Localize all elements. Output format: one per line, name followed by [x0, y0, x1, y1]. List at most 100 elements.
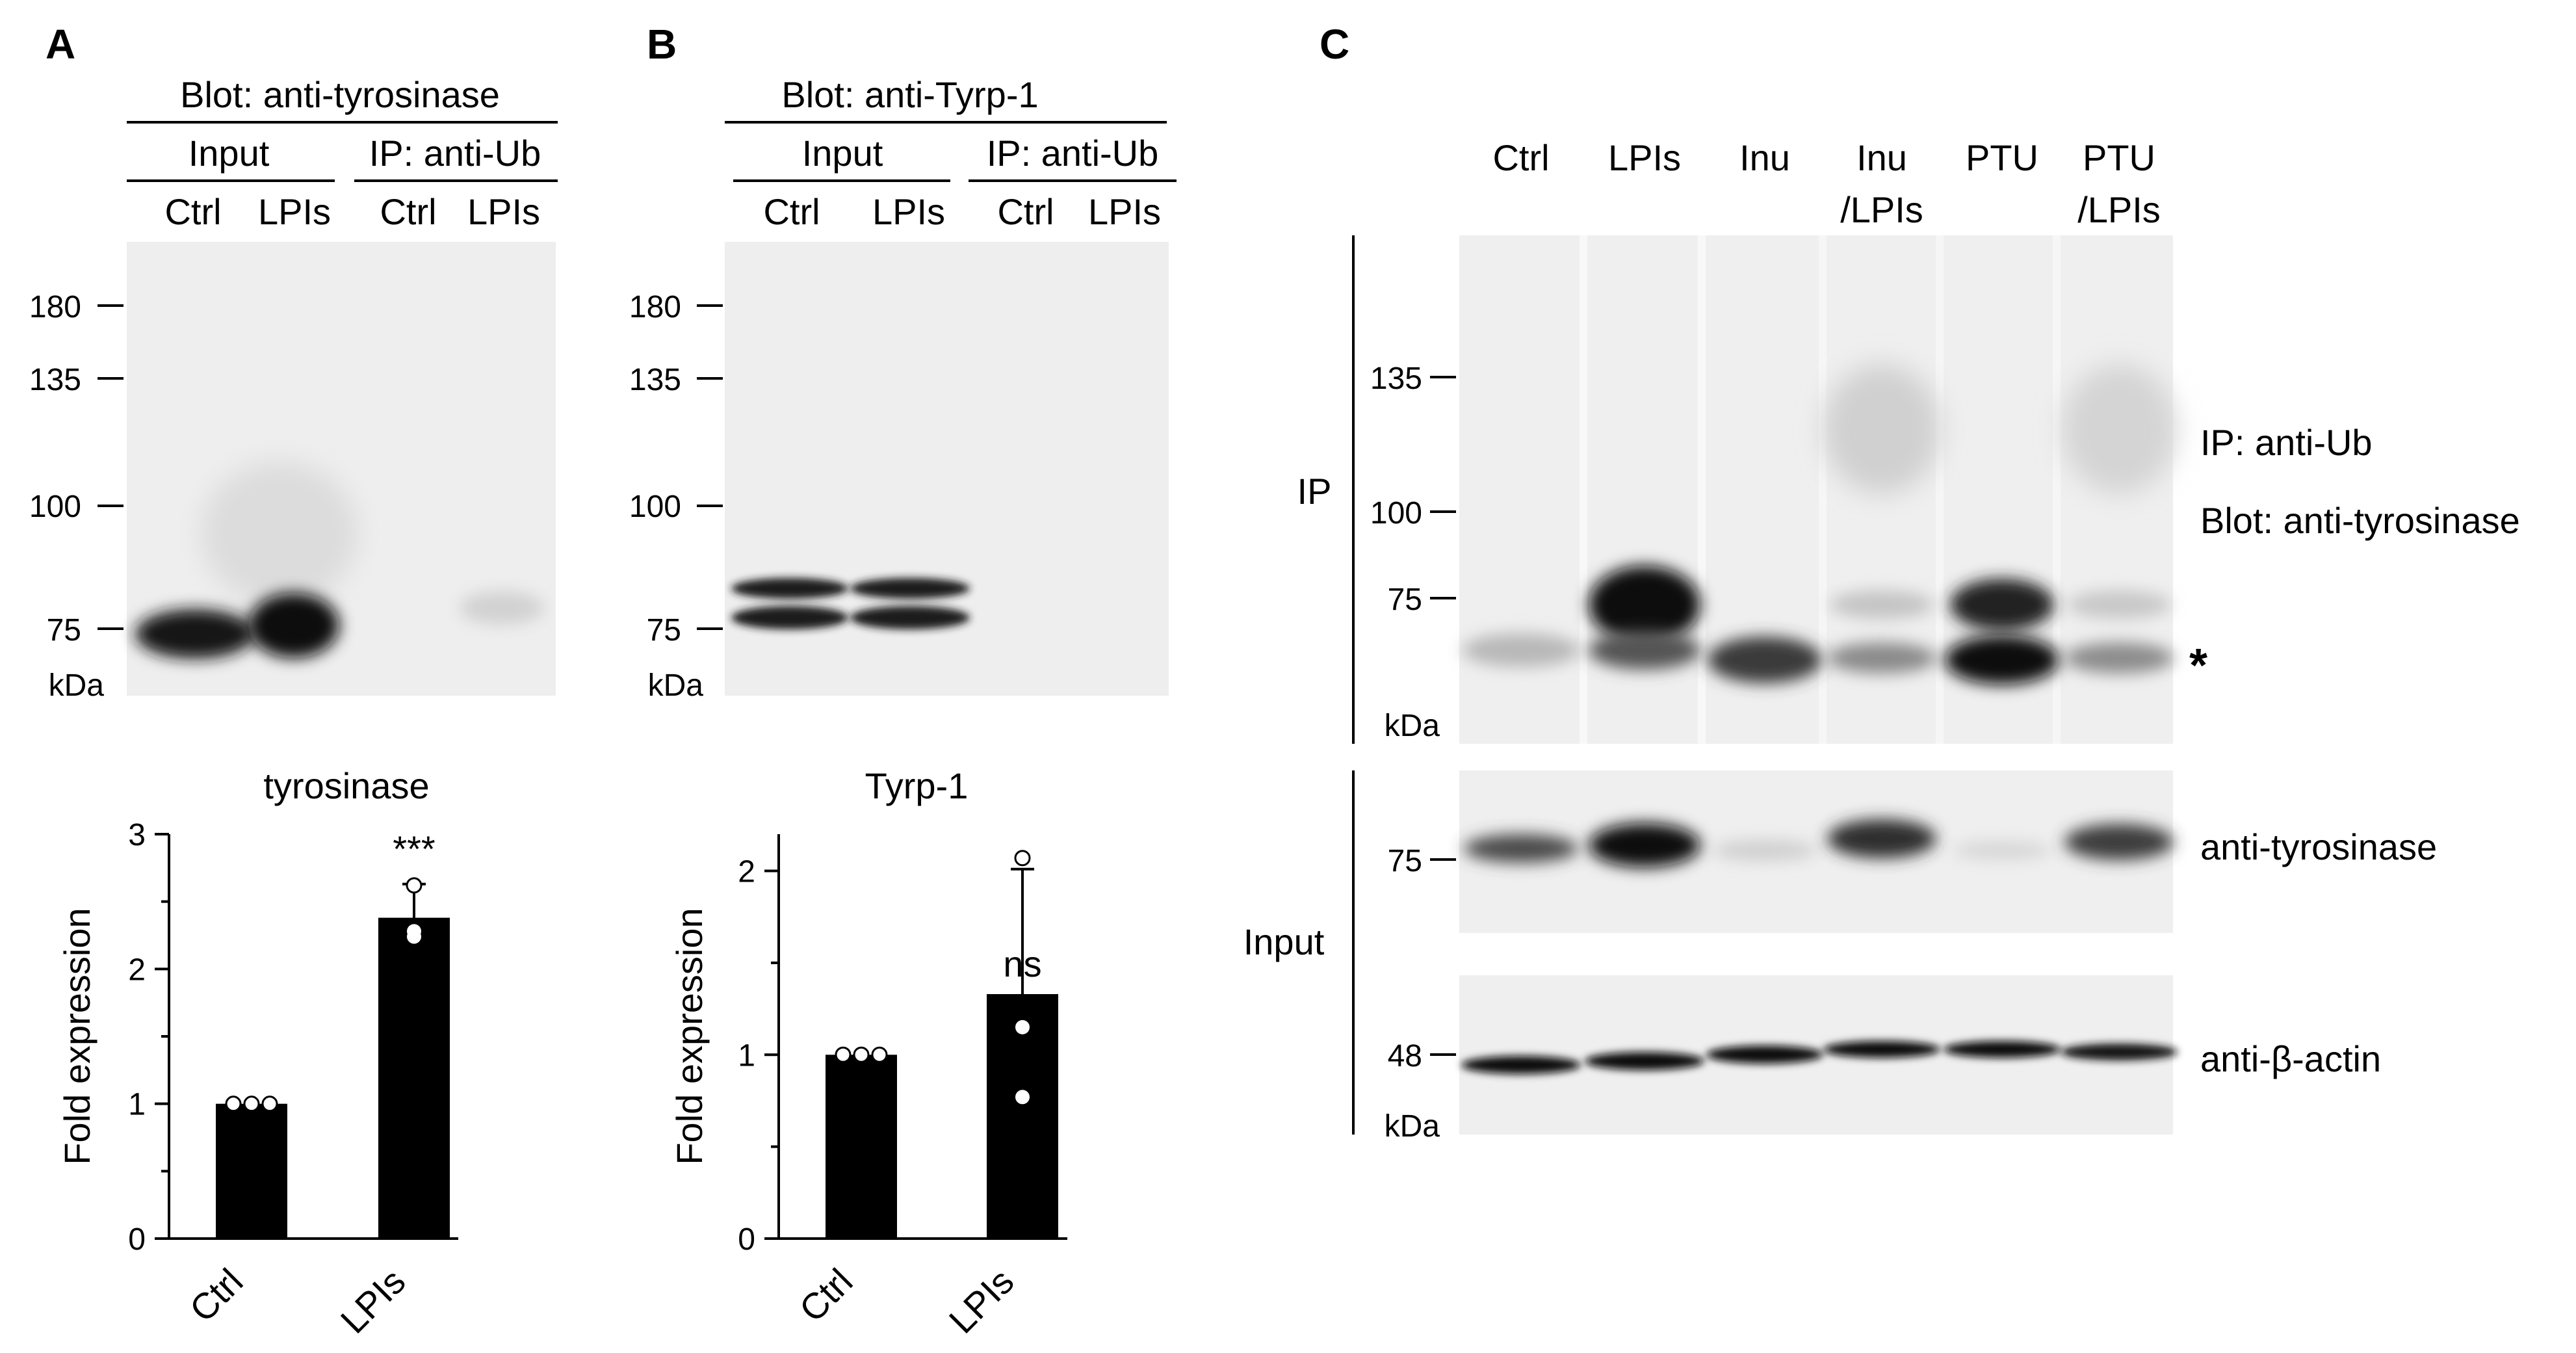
panel-c-lane-label-1: Ctrl: [1492, 137, 1549, 178]
panel-c-smear-ptu-lpis: [2062, 364, 2176, 494]
panel-b-marker-135: 135: [629, 363, 681, 397]
panel-a-markers: 180 135 100 75 kDa: [29, 290, 124, 703]
panel-a-lane-2: LPIs: [258, 191, 331, 232]
panel-c-band-ptu-75: [1950, 579, 2054, 631]
panel-c-input-blot: [1459, 770, 2174, 933]
panel-c-lane-labels: Ctrl LPIs Inu Inu/LPIs PTU PTU/LPIs: [1492, 137, 2160, 230]
chart-b-xlabel-ctrl: Ctrl: [791, 1261, 860, 1330]
chart-b-point-lpis-3: [1015, 1090, 1030, 1105]
panel-c-ip-marker-100: 100: [1370, 496, 1422, 531]
chart-a-ytick-label-2: 2: [128, 952, 146, 987]
chart-a-point-ctrl-1: [225, 1096, 242, 1112]
panel-c-lane-label-6-line-2: /LPIs: [2077, 189, 2161, 230]
panel-c-ip-markers: 135 100 75 kDa: [1370, 361, 1456, 743]
panel-c-input-band-lpis: [1589, 823, 1700, 867]
chart-b-ylabel: Fold expression: [669, 908, 710, 1164]
chart-b-point-ctrl-2: [853, 1046, 870, 1063]
chart-b-bar-lpis: [987, 993, 1058, 1239]
panel-b-band-ctrl-upper: [731, 578, 848, 599]
chart-a-ytick-label-3: 3: [128, 818, 146, 852]
panel-c-lane-label-6-line-1: PTU: [2083, 137, 2155, 178]
panel-c-input-band-ctrl: [1464, 834, 1578, 863]
chart-b-bar-ctrl: [826, 1055, 897, 1239]
panel-c-lane-label-4-line-2: /LPIs: [1840, 189, 1923, 230]
panel-a-marker-135: 135: [29, 363, 81, 397]
panel-b-blot-title: Blot: anti-Tyrp-1: [781, 74, 1038, 115]
chart-a-ytick-label-1: 1: [128, 1088, 146, 1122]
panel-b-band-lpis-upper: [850, 578, 970, 599]
panel-c-ip-lane-gap-2: [1698, 235, 1706, 744]
panel-c-input-band-inu-lpis: [1827, 819, 1936, 858]
panel-c-band-ptu-lpis-ns: [2064, 642, 2174, 674]
panel-c-input-marker-75: 75: [1388, 844, 1422, 878]
chart-a-bar-lpis: [378, 917, 450, 1239]
chart-b-ytick-label-1: 1: [738, 1038, 755, 1073]
panel-b: B Blot: anti-Tyrp-1 Input IP: anti-Ub Ct…: [629, 21, 1177, 1341]
panel-c-actin-band-ctrl: [1461, 1056, 1581, 1074]
panel-c-actin-blot: [1459, 975, 2178, 1135]
panel-c-actin-unit: kDa: [1385, 1109, 1440, 1144]
panel-a-smear: [202, 462, 358, 605]
panel-b-unit: kDa: [648, 668, 704, 703]
panel-c-band-inu-ns: [1708, 637, 1822, 683]
chart-b-title: Tyrp-1: [865, 765, 969, 806]
panel-c-right-blot: Blot: anti-tyrosinase: [2200, 500, 2520, 541]
chart-a-point-ctrl-2: [243, 1096, 260, 1112]
panel-c-actin-band-ptu-lpis: [2061, 1044, 2178, 1060]
chart-a: tyrosinase 0 1 2 3 Fold expression Ctrl *** LPIs: [57, 765, 458, 1341]
panel-a: A Blot: anti-tyrosinase Input IP: anti-U…: [29, 21, 558, 1341]
panel-c-right-ip: IP: anti-Ub: [2200, 422, 2373, 463]
panel-a-marker-180: 180: [29, 290, 81, 324]
chart-a-point-lpis-3: [407, 929, 421, 944]
panel-c-band-lpis-ns: [1589, 631, 1700, 670]
panel-c-lane-label-5: PTU: [1966, 137, 2038, 178]
panel-c-ip-lane-gap-3: [1819, 235, 1827, 744]
panel-b-marker-75: 75: [647, 613, 681, 648]
panel-b-lane-3: Ctrl: [997, 191, 1054, 232]
panel-c-input-band-ptu: [1953, 841, 2051, 860]
panel-c-ip-marker-135: 135: [1370, 361, 1422, 396]
panel-b-band-ctrl-lower: [731, 606, 848, 629]
chart-a-xlabel-ctrl: Ctrl: [181, 1261, 250, 1330]
panel-c-ip-label: IP: [1297, 471, 1332, 512]
panel-c-actin-band-inu: [1706, 1045, 1823, 1064]
chart-b-ytick-label-0: 0: [738, 1222, 755, 1257]
panel-c-lane-label-4-line-1: Inu: [1856, 137, 1907, 178]
chart-b: Tyrp-1 0 1 2 Fold expression Ctrl ns LPIs: [669, 765, 1067, 1341]
panel-c-ip-marker-75: 75: [1388, 583, 1422, 617]
panel-c-right-actin-blot: anti-β-actin: [2200, 1038, 2381, 1079]
panel-a-band-ctrl: [135, 609, 255, 659]
panel-a-lane-3: Ctrl: [380, 191, 436, 232]
panel-a-marker-75: 75: [47, 613, 81, 648]
panel-c-band-ptu-lpis-75: [2067, 590, 2171, 619]
panel-c-input-label: Input: [1243, 921, 1325, 962]
chart-a-point-ctrl-3: [261, 1096, 278, 1112]
chart-a-bar-ctrl: [216, 1103, 287, 1239]
panel-a-unit: kDa: [49, 668, 105, 703]
chart-b-xlabel-lpis: LPIs: [941, 1261, 1022, 1341]
panel-c-right-input-blot: anti-tyrosinase: [2200, 826, 2437, 867]
panel-b-markers: 180 135 100 75 kDa: [629, 290, 723, 703]
panel-c-actin-band-ptu: [1944, 1041, 2061, 1058]
panel-b-lane-1: Ctrl: [763, 191, 820, 232]
panel-a-blot-title: Blot: anti-tyrosinase: [180, 74, 500, 115]
panel-c: C Ctrl LPIs Inu Inu/LPIs PTU PTU/LPIs: [1243, 21, 2520, 1144]
panel-a-letter: A: [46, 21, 75, 68]
panel-c-input-band-inu: [1713, 840, 1817, 861]
panel-b-lane-2: LPIs: [872, 191, 945, 232]
chart-a-ylabel: Fold expression: [57, 908, 98, 1164]
panel-a-group-ip: IP: anti-Ub: [369, 133, 541, 174]
panel-a-blot: [127, 242, 556, 696]
chart-b-significance-lpis: ns: [1003, 943, 1041, 984]
panel-c-ip-lane-gap-4: [1936, 235, 1944, 744]
chart-b-ytick-label-2: 2: [738, 855, 755, 889]
chart-a-point-lpis-1: [406, 877, 423, 894]
panel-b-group-ip: IP: anti-Ub: [987, 133, 1159, 174]
chart-a-ytick-label-0: 0: [128, 1222, 146, 1257]
panel-c-letter: C: [1320, 21, 1349, 68]
chart-a-xlabel-lpis: LPIs: [333, 1261, 413, 1341]
panel-c-actin-band-inu-lpis: [1823, 1041, 1940, 1058]
panel-a-group-input: Input: [189, 133, 270, 174]
panel-a-marker-100: 100: [29, 490, 81, 524]
